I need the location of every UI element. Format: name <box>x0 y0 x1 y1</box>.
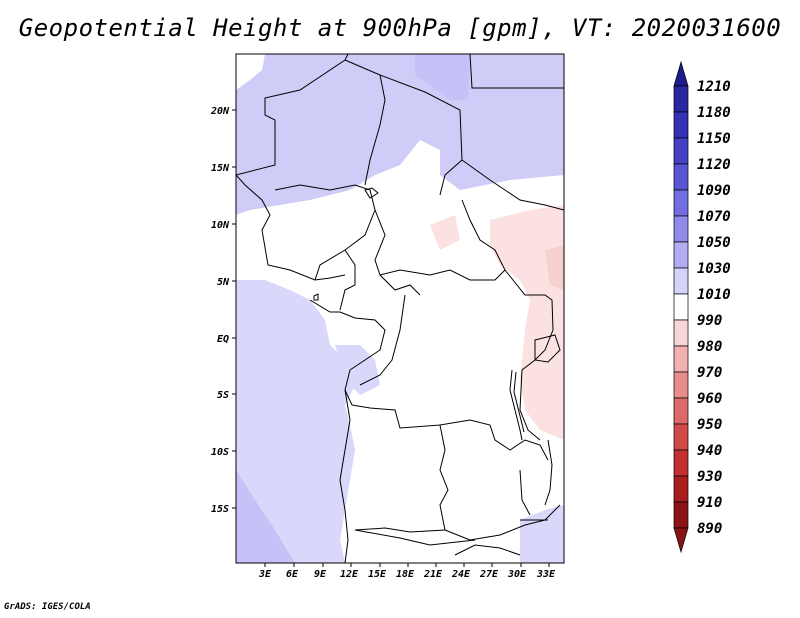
country-borders <box>236 54 564 563</box>
north-white-patch <box>236 54 265 90</box>
lon-tick-label: 6E <box>286 569 299 580</box>
southwest-high-region <box>236 470 295 563</box>
lat-tick-label: 10N <box>211 220 230 231</box>
lat-tick-label: 5N <box>217 277 230 288</box>
border-line <box>461 159 564 211</box>
border-line <box>364 187 379 199</box>
colorbar-level-label: 1090 <box>697 183 731 199</box>
colorbar: 1210 1180 1150 1120 1090 1070 1050 1030 1010 990 9… <box>673 60 731 554</box>
lat-tick-label: 10S <box>211 447 229 458</box>
lon-tick-label: 30E <box>507 569 527 580</box>
colorbar-swatch <box>673 319 689 347</box>
colorbar-level-label: 980 <box>697 339 722 355</box>
colorbar-level-label: 1050 <box>697 235 731 251</box>
border-line <box>439 419 549 461</box>
lon-tick-label: 3E <box>258 569 272 580</box>
island <box>313 293 319 301</box>
colorbar-level-label: 1150 <box>697 131 731 147</box>
lon-tick-label: 18E <box>396 569 415 580</box>
lon-tick-label: 27E <box>479 569 499 580</box>
map-frame <box>235 53 565 564</box>
colorbar-swatch <box>673 371 689 399</box>
colorbar-swatch <box>673 423 689 451</box>
border-line <box>351 404 449 533</box>
map-title: Geopotential Height at 900hPa [gpm], VT:… <box>18 14 782 42</box>
lat-tick-label: 15S <box>211 504 229 515</box>
lon-axis: 3E 6E 9E 12E 15E 18E 21E 24E 27E 30E 33E <box>258 563 556 580</box>
colorbar-swatch <box>673 449 689 477</box>
border-line <box>354 529 476 546</box>
border-line <box>544 439 553 506</box>
lat-tick-label: 15N <box>211 163 230 174</box>
colorbar-swatch <box>673 163 689 191</box>
border-line <box>359 294 406 386</box>
border-line <box>444 504 561 541</box>
colorbar-level-label: 940 <box>697 443 722 459</box>
lat-tick-label: 20N <box>210 106 230 117</box>
lon-tick-label: 21E <box>423 569 443 580</box>
colorbar-swatch <box>673 267 689 295</box>
colorbar-swatch <box>673 293 689 321</box>
border-line <box>469 54 564 89</box>
north-darker-patch <box>415 54 470 100</box>
colorbar-level-label: 970 <box>697 365 722 381</box>
atlantic-high-region <box>236 280 355 563</box>
colorbar-level-label: 1010 <box>697 287 731 303</box>
border-line <box>504 269 554 441</box>
colorbar-swatch <box>673 501 689 529</box>
coastline <box>339 389 351 563</box>
colorbar-swatch <box>673 475 689 503</box>
colorbar-level-label: 1030 <box>697 261 731 277</box>
lake-tanganyika <box>509 369 525 441</box>
colorbar-swatch <box>673 345 689 373</box>
colorbar-level-label: 950 <box>697 417 722 433</box>
colorbar-level-label: 990 <box>697 313 722 329</box>
colorbar-top-arrow <box>673 60 689 87</box>
colorbar-level-label: 1120 <box>697 157 731 173</box>
colorbar-level-label: 930 <box>697 469 722 485</box>
border-line <box>379 74 463 196</box>
colorbar-swatch <box>673 137 689 165</box>
lake-victoria <box>534 334 561 363</box>
credit-text: GrADS: IGES/COLA <box>4 602 91 612</box>
colorbar-level-label: 1210 <box>697 79 731 95</box>
colorbar-swatch <box>673 85 689 113</box>
colorbar-swatch <box>673 397 689 425</box>
colorbar-swatch <box>673 111 689 139</box>
colorbar-level-label: 960 <box>697 391 722 407</box>
lon-tick-label: 24E <box>451 569 471 580</box>
lon-tick-label: 9E <box>314 569 327 580</box>
border-line <box>374 199 506 281</box>
map-field <box>236 54 564 563</box>
border-line <box>274 184 376 281</box>
colorbar-bottom-arrow <box>673 527 689 554</box>
colorbar-swatch <box>673 189 689 217</box>
lat-axis: 20N 15N 10N 5N EQ 5S 10S 15S <box>210 106 236 515</box>
colorbar-swatch <box>673 215 689 243</box>
lat-tick-label: EQ <box>217 334 229 345</box>
border-line <box>519 469 531 516</box>
east-low-region <box>490 205 564 440</box>
colorbar-swatch <box>673 241 689 269</box>
lat-tick-label: 5S <box>217 390 229 401</box>
border-line <box>309 299 386 406</box>
border-line <box>454 544 521 556</box>
border-line <box>236 54 349 176</box>
border-line <box>344 59 386 186</box>
east-low-strong <box>545 245 564 290</box>
lon-tick-label: 15E <box>368 569 387 580</box>
border-line <box>339 249 356 311</box>
colorbar-level-label: 890 <box>697 521 722 537</box>
colorbar-level-label: 1070 <box>697 209 731 225</box>
lon-tick-label: 12E <box>340 569 359 580</box>
central-pink-patch <box>430 215 460 250</box>
coastline <box>236 174 346 281</box>
lon-tick-label: 33E <box>536 569 556 580</box>
colorbar-level-label: 910 <box>697 495 722 511</box>
colorbar-level-label: 1180 <box>697 105 731 121</box>
border-line <box>379 274 421 296</box>
